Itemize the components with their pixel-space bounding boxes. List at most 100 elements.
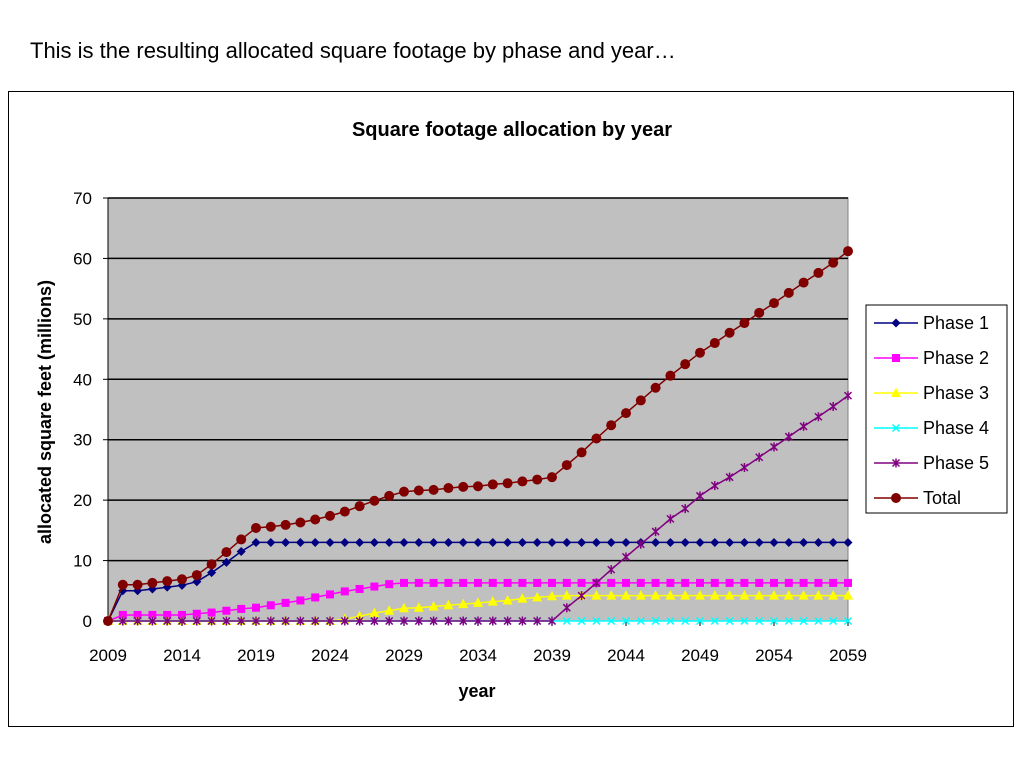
- data-point: [178, 610, 186, 619]
- data-point: [783, 287, 794, 298]
- data-point: [799, 537, 809, 547]
- data-point: [429, 537, 439, 547]
- data-point: [473, 537, 483, 547]
- data-point: [281, 598, 290, 607]
- data-point: [577, 616, 586, 626]
- data-point: [710, 616, 719, 626]
- data-point: [533, 616, 542, 626]
- data-point: [769, 298, 779, 309]
- data-point: [681, 578, 690, 587]
- data-point: [725, 472, 734, 482]
- x-tick-label: 2014: [163, 646, 201, 665]
- data-point: [443, 483, 454, 494]
- data-point: [444, 616, 453, 626]
- data-point: [177, 574, 187, 585]
- data-point: [739, 590, 750, 600]
- data-point: [340, 616, 349, 626]
- data-point: [754, 537, 764, 547]
- data-point: [636, 539, 645, 549]
- data-point: [695, 537, 705, 547]
- data-point: [592, 578, 601, 588]
- data-point: [503, 537, 513, 547]
- legend-item-phase-2: Phase 2: [874, 348, 989, 368]
- data-point: [517, 476, 528, 487]
- data-point: [799, 421, 808, 431]
- data-point: [311, 593, 320, 602]
- data-point: [384, 490, 395, 501]
- y-tick-label: 50: [73, 310, 92, 329]
- data-point: [207, 616, 216, 626]
- chart-title: Square footage allocation by year: [352, 119, 672, 141]
- legend-box: [865, 304, 1008, 514]
- data-point: [532, 474, 543, 485]
- data-point: [650, 382, 661, 393]
- data-point: [236, 534, 247, 545]
- data-point: [265, 521, 276, 532]
- data-point: [148, 616, 157, 626]
- data-point: [132, 579, 143, 590]
- data-point: [118, 616, 127, 626]
- data-point: [488, 578, 497, 587]
- legend-marker: [891, 458, 901, 468]
- series-total: [103, 246, 853, 626]
- data-point: [414, 578, 423, 587]
- data-point: [103, 616, 113, 626]
- data-point: [488, 616, 497, 626]
- data-point: [518, 578, 527, 587]
- data-point: [458, 481, 469, 492]
- data-point: [606, 537, 616, 547]
- data-point: [606, 420, 617, 431]
- data-point: [813, 590, 824, 600]
- data-point: [769, 537, 779, 547]
- data-point: [769, 590, 779, 600]
- data-point: [459, 616, 468, 626]
- data-point: [740, 616, 749, 626]
- data-point: [621, 537, 631, 547]
- data-point: [843, 590, 853, 600]
- data-point: [206, 559, 217, 570]
- gridlines: [108, 197, 848, 562]
- data-point: [798, 277, 809, 288]
- data-point: [458, 537, 468, 547]
- data-point: [843, 616, 853, 626]
- data-point: [769, 442, 779, 452]
- data-point: [635, 395, 646, 406]
- data-point: [280, 519, 291, 530]
- data-point: [163, 616, 172, 626]
- data-point: [695, 616, 705, 626]
- data-point: [295, 537, 305, 547]
- data-point: [695, 590, 705, 600]
- data-point: [355, 616, 364, 626]
- data-point: [251, 522, 261, 533]
- data-point: [651, 578, 660, 587]
- data-point: [770, 578, 778, 587]
- data-point: [695, 347, 705, 358]
- data-point: [147, 577, 158, 588]
- data-point: [843, 246, 853, 257]
- legend-marker: [891, 318, 901, 328]
- data-point: [487, 479, 498, 490]
- data-point: [281, 616, 290, 626]
- data-point: [474, 578, 482, 587]
- data-point: [517, 537, 527, 547]
- legend-item-total: Total: [874, 488, 961, 508]
- data-point: [651, 537, 661, 547]
- slide-heading: This is the resulting allocated square f…: [30, 38, 676, 63]
- data-point: [488, 537, 498, 547]
- data-point: [561, 460, 572, 471]
- series-group: [103, 246, 853, 626]
- data-point: [650, 590, 661, 600]
- data-point: [266, 537, 276, 547]
- data-point: [222, 616, 231, 626]
- legend: Phase 1 Phase 2 Phase 3 Phase 4 Phase 5 Total: [865, 304, 1008, 514]
- x-tick-label: 2044: [607, 646, 645, 665]
- data-point: [843, 391, 853, 401]
- data-point: [192, 616, 201, 626]
- data-point: [799, 616, 808, 626]
- data-point: [310, 537, 320, 547]
- data-point: [355, 584, 364, 593]
- data-point: [576, 447, 587, 458]
- data-point: [755, 578, 764, 587]
